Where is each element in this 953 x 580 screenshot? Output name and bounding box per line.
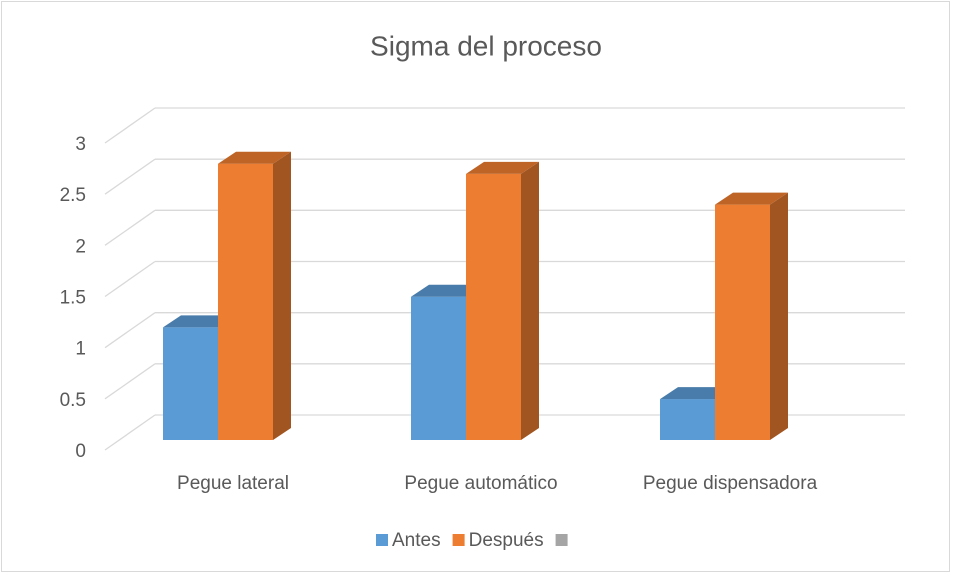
- bar: [411, 296, 466, 440]
- grid-line-side: [104, 260, 156, 298]
- bar: [466, 173, 521, 440]
- bar-side: [521, 161, 539, 440]
- y-tick-label: 1.5: [60, 288, 86, 309]
- grid-line-side: [104, 209, 156, 246]
- legend-label: Antes: [392, 530, 441, 551]
- grid-line-side: [104, 107, 156, 144]
- x-tick-label: Pegue lateral: [177, 473, 289, 494]
- chart-title: Sigma del proceso: [370, 30, 602, 61]
- grid-line-side: [104, 312, 156, 349]
- bar-top: [411, 284, 484, 297]
- legend-swatch: [452, 534, 465, 546]
- bar-side: [273, 151, 291, 440]
- bar-top: [660, 387, 733, 400]
- y-tick-label: 0.5: [60, 390, 86, 411]
- legend-label: Después: [469, 530, 544, 551]
- y-tick-label: 0: [75, 441, 86, 462]
- x-tick-label: Pegue automático: [404, 473, 557, 494]
- grid-line-side: [104, 158, 156, 195]
- bar: [715, 204, 770, 440]
- grid-line-side: [104, 414, 156, 451]
- bar-top: [715, 192, 788, 205]
- bar: [218, 163, 273, 440]
- legend-swatch: [376, 534, 388, 546]
- bar-side: [770, 192, 788, 440]
- y-tick-label: 2.5: [60, 185, 86, 206]
- y-tick-label: 1: [75, 339, 86, 360]
- y-tick-label: 3: [75, 134, 86, 155]
- y-tick-label: 2: [75, 236, 86, 257]
- bar-top: [163, 315, 236, 328]
- bar-top: [466, 161, 539, 174]
- legend-swatch: [555, 534, 568, 546]
- bar: [163, 327, 218, 440]
- grid-line-side: [104, 363, 156, 400]
- bar-top: [218, 151, 291, 164]
- bar: [660, 399, 715, 440]
- x-tick-label: Pegue dispensadora: [643, 473, 818, 494]
